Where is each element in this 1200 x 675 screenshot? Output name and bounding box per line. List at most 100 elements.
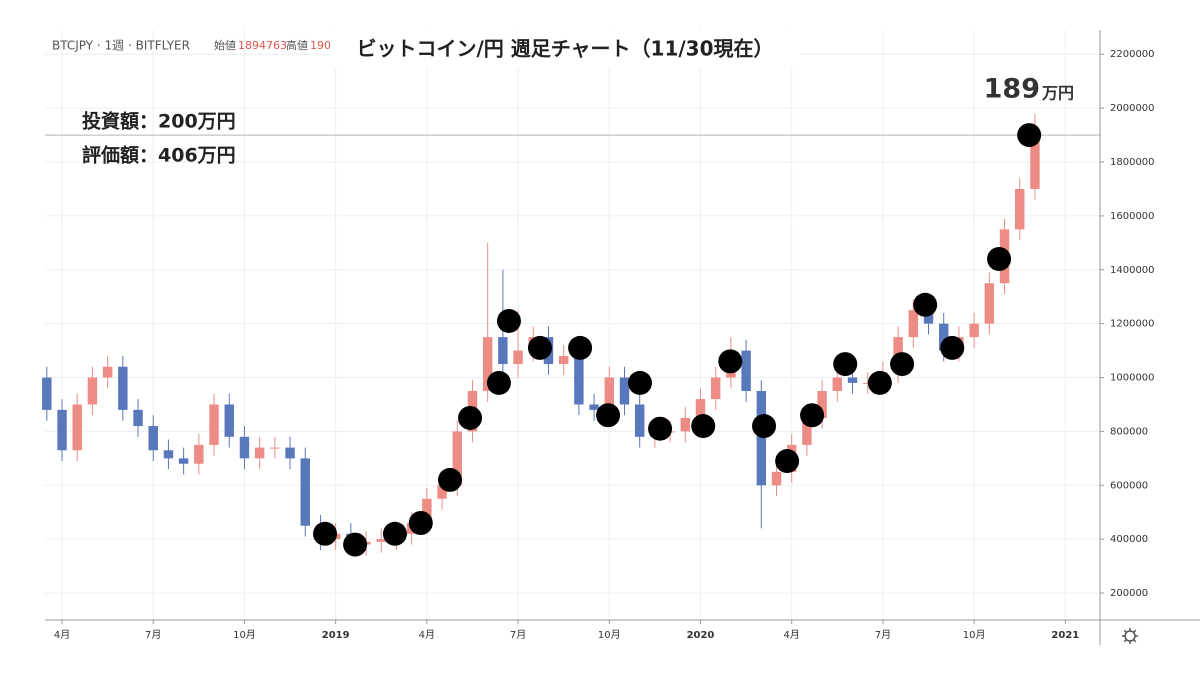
x-tick-label: 7月 (875, 629, 891, 641)
candle-body (923, 310, 934, 324)
high-value: 190 (310, 39, 331, 52)
candle-body (118, 366, 128, 410)
buy-dot (527, 335, 552, 360)
buy-dot (343, 532, 368, 557)
candle-body (847, 377, 858, 383)
annotation: 投資額：200万円 (82, 110, 236, 133)
buy-dot (1017, 123, 1042, 148)
candle-body (634, 404, 645, 437)
candle-body (42, 377, 52, 410)
candle-body (574, 355, 584, 405)
candle-body (498, 337, 508, 365)
symbol: BTCJPY · 1週 · BITFLYER (52, 39, 190, 53)
buy-dot (800, 403, 825, 428)
buy-dot (408, 511, 433, 536)
chart-title: ビットコイン/円 週足チャート（11/30現在） (356, 37, 773, 61)
open-value: 1894763 (238, 39, 287, 52)
candle-body (710, 377, 721, 400)
candle-body (133, 409, 143, 427)
candle-body (832, 377, 843, 392)
y-tick-label: 2000000 (1110, 103, 1155, 114)
plot (42, 113, 1100, 557)
buy-dot (775, 449, 800, 474)
candle-body (163, 450, 174, 459)
x-tick-label: 4月 (54, 629, 70, 641)
buy-dot (458, 405, 483, 430)
x-tick-label: 7月 (510, 629, 526, 641)
gear-teeth[interactable] (1122, 628, 1138, 644)
candle-body (619, 377, 630, 405)
buy-dot (833, 352, 858, 377)
candle-body (422, 498, 432, 524)
candle-body (741, 350, 751, 392)
candle-body (908, 310, 919, 338)
y-tick-label: 600000 (1110, 480, 1148, 491)
buy-dot (486, 370, 511, 395)
candle-body (482, 337, 493, 392)
open-label: 始値 (214, 38, 236, 52)
price-unit: 万円 (1041, 84, 1074, 103)
candle-body (87, 377, 98, 405)
y-tick-label: 1600000 (1110, 211, 1155, 222)
price-label: 189 (984, 74, 1040, 105)
buy-dot (718, 349, 743, 374)
x-tick-label: 2020 (687, 630, 715, 641)
candle-body (224, 404, 234, 437)
buy-dot (496, 308, 521, 333)
candle-body (285, 447, 295, 459)
buy-dot (313, 521, 338, 546)
candle-body (513, 350, 523, 365)
buy-dot (890, 352, 915, 377)
candle-body (1015, 188, 1025, 230)
candle-body (239, 436, 250, 459)
candle-body (1030, 135, 1040, 189)
candle-body (558, 355, 569, 365)
x-tick-label: 7月 (145, 629, 161, 641)
candle-body (270, 447, 280, 449)
x-tick-label: 10月 (598, 629, 621, 641)
y-tick-label: 200000 (1110, 588, 1148, 599)
candle-body (771, 471, 782, 486)
y-tick-label: 1400000 (1110, 265, 1155, 276)
buy-dot (913, 292, 938, 317)
candle-body (984, 283, 995, 324)
y-tick-label: 1800000 (1110, 157, 1155, 168)
candle-body (254, 447, 265, 459)
buy-dot (752, 414, 777, 439)
candle-body (939, 323, 949, 351)
y-tick-label: 1000000 (1110, 373, 1155, 384)
buy-dot (627, 370, 652, 395)
candle-body (802, 417, 812, 445)
candle-body (817, 391, 827, 418)
y-tick-label: 400000 (1110, 534, 1148, 545)
candle-body (756, 391, 767, 486)
candle-body (178, 458, 189, 464)
y-tick-label: 1200000 (1110, 319, 1155, 330)
candle-body (680, 417, 691, 432)
candle-body (695, 399, 706, 418)
title-bg (330, 32, 800, 68)
settings-icon[interactable] (1122, 628, 1138, 644)
candle-body (376, 539, 386, 542)
candle-body (57, 409, 67, 451)
buy-dot (596, 403, 621, 428)
buy-dot (382, 521, 407, 546)
high-label: 高値 (286, 38, 308, 52)
x-tick-label: 4月 (419, 629, 435, 641)
x-tick-label: 10月 (233, 629, 256, 641)
candle-body (437, 485, 447, 499)
buy-dot (648, 416, 673, 441)
x-tick-label: 2021 (1051, 630, 1079, 641)
candle-body (452, 431, 462, 486)
candle-body (102, 366, 113, 378)
candle-body (863, 382, 873, 384)
candle-body (72, 404, 82, 451)
x-tick-label: 4月 (784, 629, 800, 641)
buy-dot (691, 414, 716, 439)
buy-dot (568, 335, 593, 360)
y-tick-label: 800000 (1110, 426, 1148, 437)
buy-dot (867, 370, 892, 395)
candle-body (194, 444, 204, 464)
x-tick-label: 2019 (322, 630, 350, 641)
